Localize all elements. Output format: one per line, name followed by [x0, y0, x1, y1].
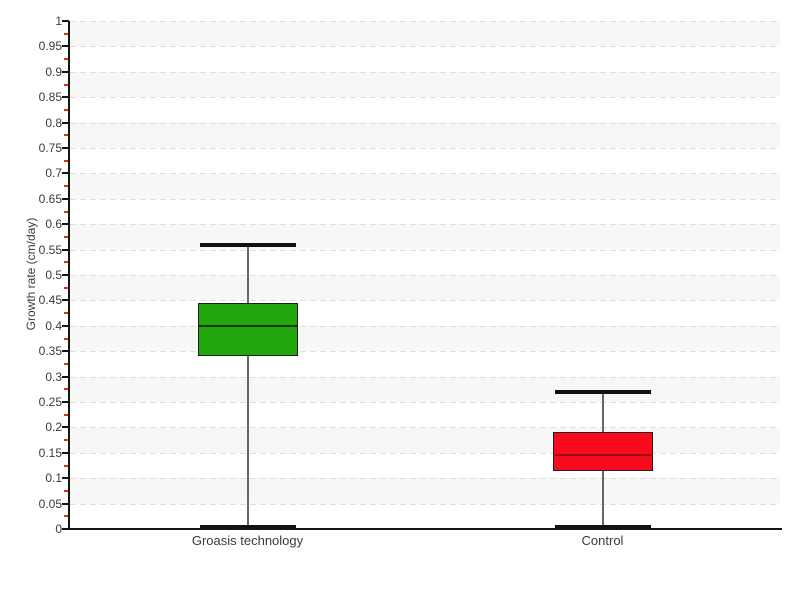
whisker-line	[246, 244, 249, 529]
h-gridline	[70, 427, 780, 429]
y-major-tick	[62, 223, 69, 226]
y-minor-tick	[64, 388, 68, 391]
y-minor-tick	[64, 108, 68, 111]
y-minor-tick	[64, 210, 68, 213]
y-tick-label: 0.3	[45, 369, 62, 384]
h-gridline	[70, 198, 780, 200]
y-major-tick	[62, 477, 69, 480]
y-major-tick	[62, 451, 69, 454]
y-minor-tick	[64, 439, 68, 442]
plot-area	[70, 21, 780, 529]
y-tick-label: 0.05	[38, 496, 62, 511]
y-major-tick	[62, 401, 69, 403]
y-major-tick	[62, 45, 69, 48]
h-gridline	[70, 376, 780, 378]
y-major-tick	[62, 375, 69, 378]
y-tick-label: 0.8	[45, 115, 62, 130]
y-minor-tick	[64, 337, 68, 340]
whisker-cap-bottom	[199, 525, 296, 529]
y-tick-label: 0.5	[45, 268, 62, 282]
h-gridline	[70, 173, 780, 175]
y-minor-tick	[64, 489, 68, 492]
h-gridline	[70, 452, 780, 454]
y-minor-tick	[64, 515, 68, 518]
box-rect	[197, 302, 298, 357]
y-tick-label: 0.85	[38, 90, 62, 105]
x-axis-line	[68, 528, 782, 530]
y-tick-label: 0.65	[38, 191, 62, 206]
y-tick-label: 0.55	[38, 242, 62, 257]
y-minor-tick	[64, 159, 68, 162]
y-major-tick	[62, 20, 69, 22]
y-major-tick	[62, 324, 69, 327]
h-gridline	[70, 224, 780, 226]
whisker-cap-bottom	[554, 525, 651, 529]
y-minor-tick	[64, 312, 68, 315]
h-gridline	[70, 351, 780, 353]
y-major-tick	[62, 248, 69, 251]
h-gridline	[70, 503, 780, 505]
median-line	[552, 454, 653, 457]
y-minor-tick	[64, 235, 68, 238]
h-gridline	[70, 249, 780, 251]
y-axis-line	[68, 21, 70, 530]
y-tick-label: 0.7	[45, 166, 62, 181]
h-gridline	[70, 300, 780, 302]
h-gridline	[70, 148, 780, 149]
box-rect	[552, 432, 653, 471]
y-major-tick	[62, 426, 69, 429]
y-minor-tick	[64, 58, 68, 61]
y-major-tick	[62, 197, 69, 200]
y-tick-label: 0.4	[45, 318, 62, 333]
y-tick-label: 0.35	[38, 344, 62, 359]
whisker-cap-top	[199, 242, 296, 247]
category-label: Groasis technology	[191, 533, 304, 548]
y-minor-tick	[64, 464, 68, 467]
y-minor-tick	[64, 362, 68, 365]
y-major-tick	[62, 147, 69, 149]
y-minor-tick	[64, 134, 68, 137]
h-gridline	[70, 71, 780, 73]
y-major-tick	[62, 121, 69, 124]
y-tick-label: 0.6	[45, 217, 62, 232]
y-tick-label: 0.45	[38, 293, 62, 308]
y-minor-tick	[64, 83, 68, 86]
category-label: Control	[581, 533, 624, 548]
whisker-cap-top	[554, 389, 651, 394]
y-major-tick	[62, 274, 69, 276]
h-gridline	[70, 122, 780, 124]
y-tick-label: 0.15	[38, 445, 62, 460]
y-major-tick	[62, 350, 69, 353]
y-minor-tick	[64, 413, 68, 416]
h-gridline	[70, 97, 780, 99]
y-tick-label: 1	[55, 14, 62, 28]
h-gridline	[70, 46, 780, 48]
h-gridline	[70, 478, 780, 480]
y-major-tick	[62, 502, 69, 505]
y-major-tick	[62, 528, 69, 530]
y-major-tick	[62, 96, 69, 99]
y-tick-label: 0.25	[38, 395, 62, 409]
y-tick-label: 0	[55, 522, 62, 536]
y-minor-tick	[64, 286, 68, 289]
h-gridline	[70, 21, 780, 22]
y-tick-label: 0.9	[45, 64, 62, 79]
y-major-tick	[62, 172, 69, 175]
y-tick-label: 0.95	[38, 39, 62, 54]
h-gridline	[70, 275, 780, 276]
h-gridline	[70, 402, 780, 403]
y-minor-tick	[64, 261, 68, 264]
y-tick-label: 0.75	[38, 141, 62, 155]
y-tick-label: 0.2	[45, 420, 62, 435]
y-major-tick	[62, 299, 69, 302]
median-line	[197, 324, 298, 327]
y-major-tick	[62, 70, 69, 73]
h-gridline	[70, 325, 780, 327]
y-minor-tick	[64, 32, 68, 35]
y-minor-tick	[64, 185, 68, 188]
y-tick-label: 0.1	[45, 471, 62, 486]
